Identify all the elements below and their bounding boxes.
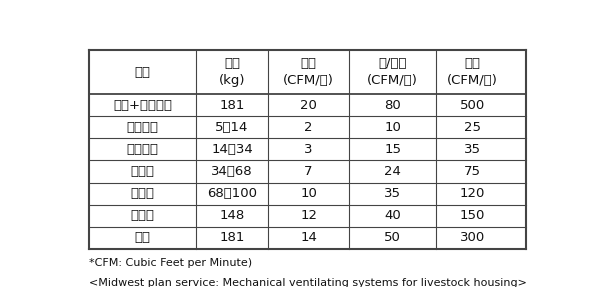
- Text: 낙/가을: 낙/가을: [379, 57, 407, 70]
- Text: *CFM: Cubic Feet per Minute): *CFM: Cubic Feet per Minute): [89, 258, 252, 268]
- Text: 68～100: 68～100: [207, 187, 257, 200]
- Text: <Midwest plan service: Mechanical ventilating systems for livestock housing>: <Midwest plan service: Mechanical ventil…: [89, 278, 527, 287]
- Text: 500: 500: [460, 99, 485, 112]
- Text: 80: 80: [385, 99, 401, 112]
- Text: 15: 15: [384, 143, 401, 156]
- Text: 148: 148: [220, 209, 245, 222]
- Text: 5～14: 5～14: [215, 121, 249, 134]
- Text: 181: 181: [220, 99, 245, 112]
- Text: (CFM/두): (CFM/두): [367, 74, 418, 87]
- Text: 25: 25: [464, 121, 481, 134]
- Text: 12: 12: [300, 209, 317, 222]
- Text: 체중: 체중: [224, 57, 240, 70]
- Text: 여름: 여름: [464, 57, 481, 70]
- Text: 육성돈: 육성돈: [130, 165, 154, 178]
- Text: 14～34: 14～34: [211, 143, 253, 156]
- Text: 임신돈: 임신돈: [130, 209, 154, 222]
- Text: 구분: 구분: [134, 65, 151, 79]
- Text: 10: 10: [300, 187, 317, 200]
- Text: 2: 2: [304, 121, 313, 134]
- Text: 7: 7: [304, 165, 313, 178]
- Text: 150: 150: [460, 209, 485, 222]
- Text: 후기자돈: 후기자돈: [127, 143, 158, 156]
- Text: 초기자돈: 초기자돈: [127, 121, 158, 134]
- Text: (kg): (kg): [219, 74, 245, 87]
- Text: 181: 181: [220, 231, 245, 244]
- Text: 10: 10: [384, 121, 401, 134]
- Text: 35: 35: [384, 187, 401, 200]
- Text: 20: 20: [300, 99, 317, 112]
- Text: 겨울: 겨울: [301, 57, 317, 70]
- Text: 24: 24: [384, 165, 401, 178]
- Text: 모돈+포유자돈: 모돈+포유자돈: [113, 99, 172, 112]
- Text: 300: 300: [460, 231, 485, 244]
- Text: 비육돈: 비육돈: [130, 187, 154, 200]
- Text: 3: 3: [304, 143, 313, 156]
- Text: (CFM/두): (CFM/두): [447, 74, 498, 87]
- Text: 120: 120: [460, 187, 485, 200]
- Text: 14: 14: [300, 231, 317, 244]
- Text: 35: 35: [464, 143, 481, 156]
- Text: 34～68: 34～68: [211, 165, 253, 178]
- Text: 50: 50: [384, 231, 401, 244]
- Text: 웅돈: 웅돈: [134, 231, 151, 244]
- Text: 75: 75: [464, 165, 481, 178]
- Text: 40: 40: [385, 209, 401, 222]
- Text: (CFM/두): (CFM/두): [283, 74, 334, 87]
